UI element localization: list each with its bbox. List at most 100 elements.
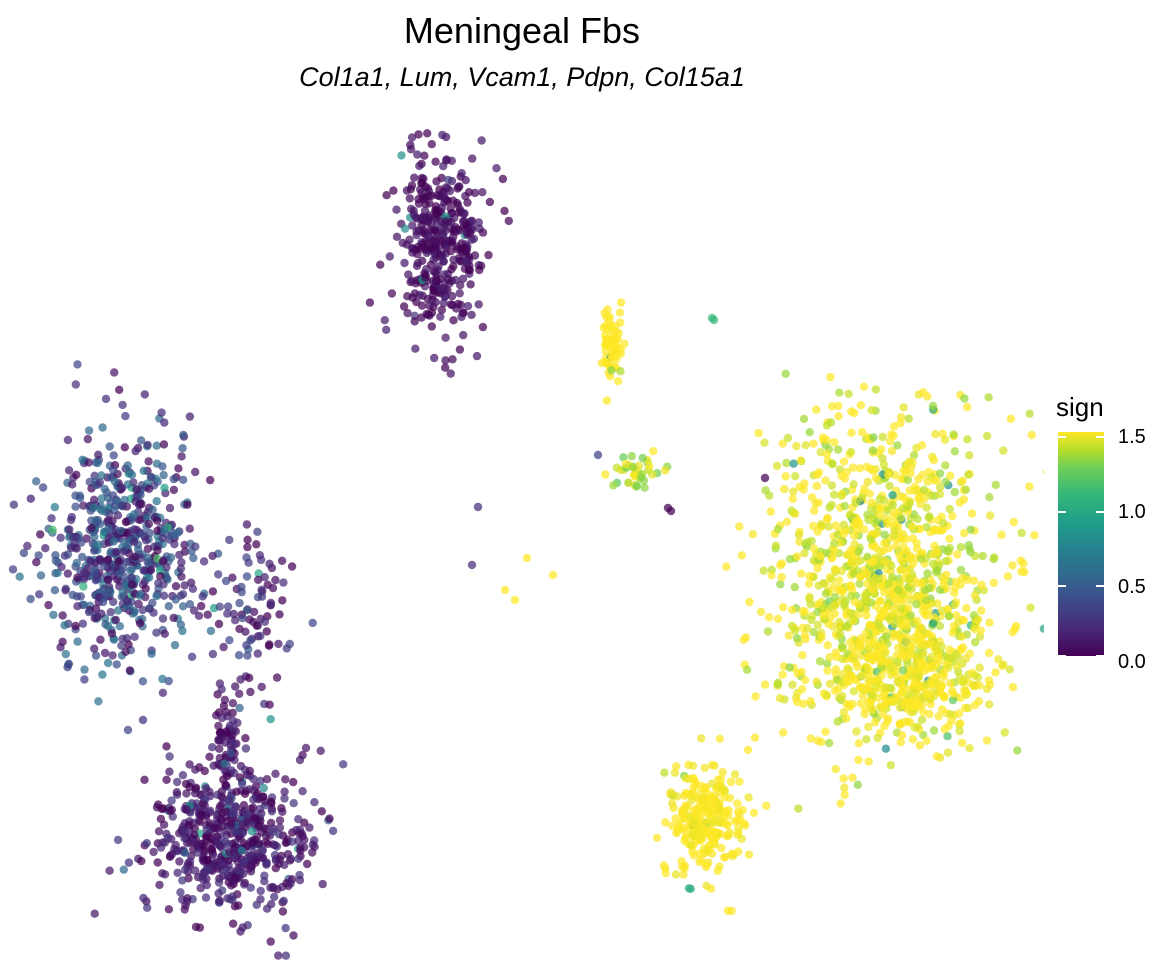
scatter-point [931,642,940,652]
scatter-point [812,405,821,414]
scatter-point [905,718,915,727]
scatter-point [898,687,907,696]
scatter-point [897,604,907,614]
scatter-point [809,544,819,553]
scatter-point [34,551,43,560]
scatter-point [237,587,246,597]
scatter-point [47,514,56,523]
scatter-point [410,173,419,182]
scatter-point [832,652,841,662]
scatter-point [164,676,173,686]
scatter-point [448,300,457,310]
scatter-point [773,614,783,624]
scatter-point [805,592,814,602]
scatter-point [909,451,919,460]
scatter-point [856,634,865,643]
scatter-point [841,622,850,631]
scatter-point [120,538,129,547]
scatter-point [888,512,897,521]
scatter-point [437,305,446,315]
scatter-point [15,572,24,581]
scatter-point [115,385,124,394]
scatter-point [77,552,87,562]
scatter-point [853,780,862,789]
scatter-point [720,853,729,862]
scatter-point [848,463,858,472]
scatter-point [130,632,139,641]
scatter-point [127,573,136,583]
scatter-point [607,366,616,375]
scatter-point [458,274,468,283]
scatter-point [101,394,111,404]
scatter-point [867,406,876,415]
scatter-point [242,520,252,529]
scatter-point [216,815,226,824]
scatter-point [439,191,448,200]
scatter-point [266,600,275,609]
scatter-point [830,546,839,555]
scatter-point [868,656,877,665]
scatter-point [185,760,194,769]
scatter-point [744,793,753,802]
scatter-point [246,883,255,892]
scatter-point [999,660,1008,669]
scatter-point [828,552,837,562]
scatter-point [428,276,438,285]
scatter-point [266,715,275,724]
scatter-point [886,616,895,625]
scatter-point [156,843,166,852]
scatter-point [661,818,670,827]
scatter-point [612,463,621,472]
scatter-point [916,554,926,564]
scatter-point [828,402,837,411]
scatter-point [100,484,109,494]
scatter-point [894,585,903,595]
scatter-point [869,557,878,566]
scatter-point [779,603,788,612]
scatter-point [1000,728,1009,737]
scatter-point [964,703,973,713]
scatter-point [208,743,217,752]
scatter-point [123,597,132,606]
scatter-point [890,694,900,703]
scatter-point [214,721,223,731]
scatter-point [864,757,873,766]
scatter-point [985,700,994,709]
scatter-point [468,154,477,163]
scatter-point [839,707,849,717]
scatter-point [484,250,493,260]
scatter-point [231,727,241,736]
scatter-point [956,719,965,728]
scatter-point [134,599,143,609]
scatter-point [243,818,252,827]
scatter-point [896,719,905,728]
scatter-point [940,435,950,444]
scatter-point [61,649,70,659]
scatter-point [911,592,921,602]
scatter-point [235,598,244,608]
scatter-point [176,888,185,897]
scatter-point [191,866,200,875]
scatter-point [828,459,837,469]
scatter-point [265,640,274,649]
scatter-point [830,593,840,602]
scatter-point [861,629,870,638]
scatter-point [431,298,440,307]
scatter-point [286,879,295,888]
scatter-point [427,219,436,228]
scatter-point [913,514,922,524]
scatter-point [830,609,839,618]
scatter-point [884,579,893,588]
scatter-point [432,191,442,200]
scatter-point [949,430,958,439]
scatter-point [398,238,407,248]
scatter-point [937,606,946,615]
scatter-point [130,510,139,519]
scatter-point [893,441,902,450]
scatter-point [308,618,317,628]
scatter-point [256,631,265,641]
scatter-point [197,601,206,611]
scatter-point [686,840,696,850]
scatter-point [883,470,893,479]
scatter-point [846,545,856,555]
